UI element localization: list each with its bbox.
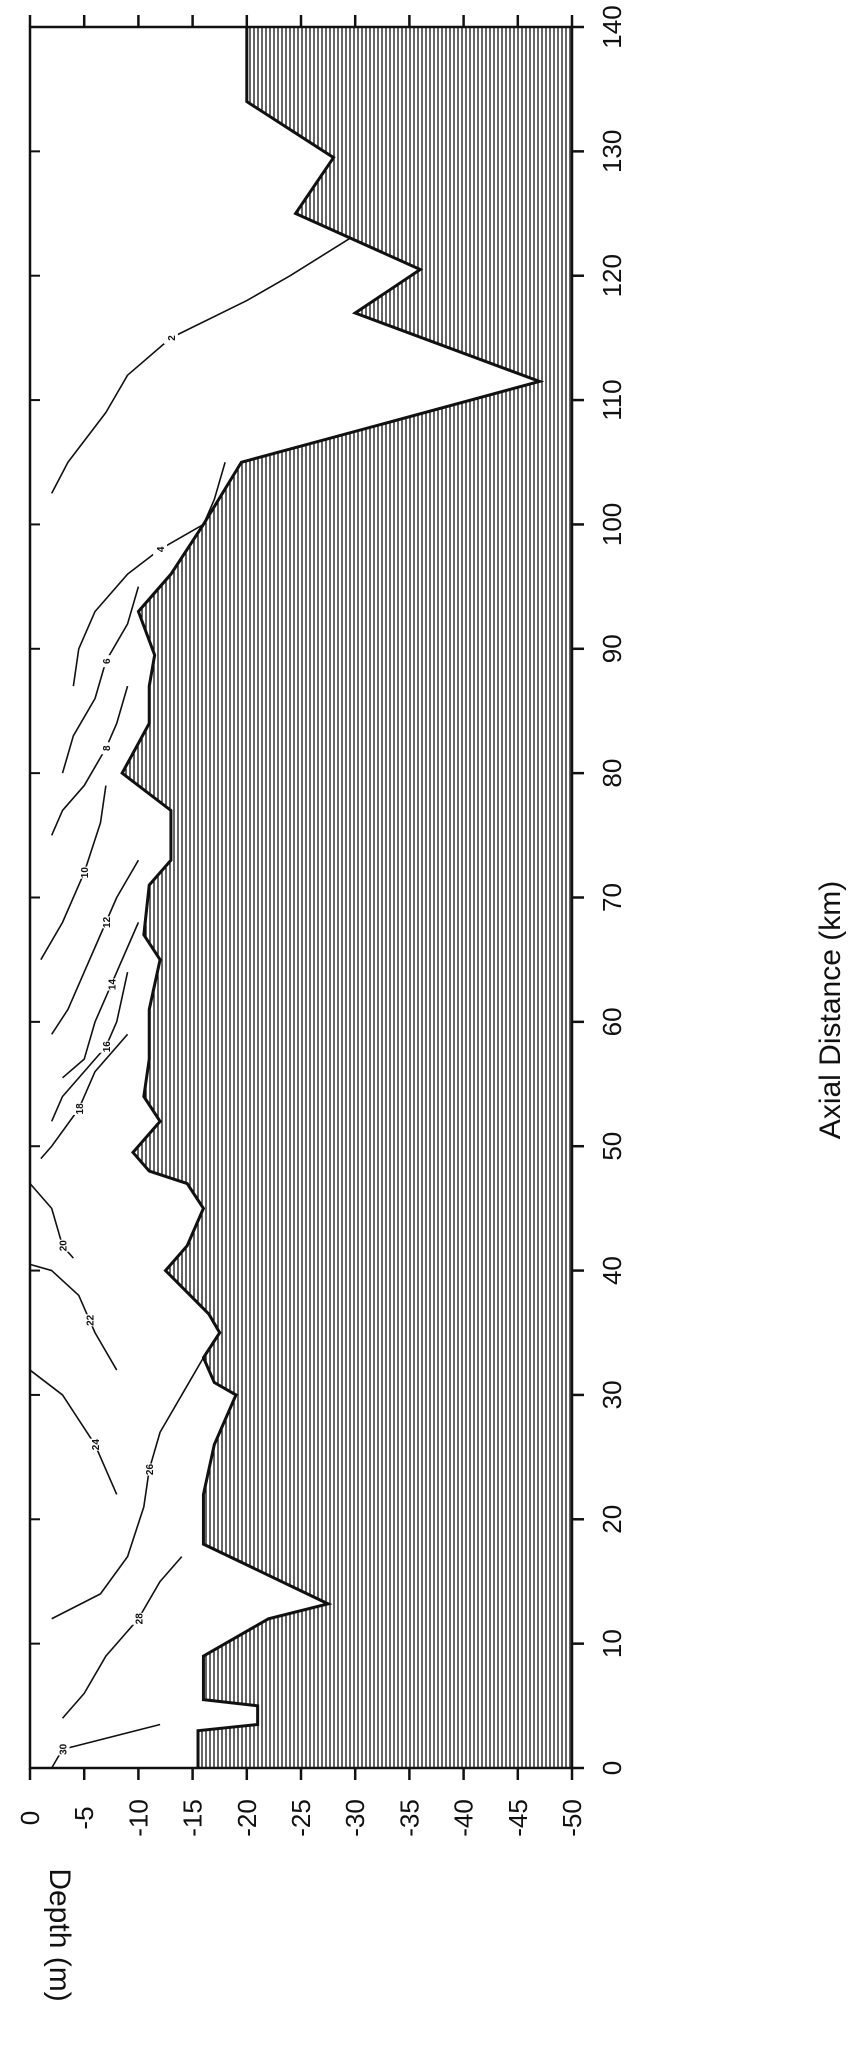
x-tick-label: 120: [597, 254, 627, 297]
x-tick-label: 10: [597, 1629, 627, 1658]
contour-label-bg: [71, 1102, 86, 1115]
x-axis-label: Axial Distance (km): [814, 881, 847, 1139]
x-tick-label: 40: [597, 1256, 627, 1285]
y-axis-label: Depth (m): [43, 1868, 76, 2001]
contour-line-16: [50, 971, 129, 1122]
y-tick-label: 0: [15, 1811, 45, 1825]
x-tick-label: 80: [597, 759, 627, 788]
contour-label-bg: [98, 1040, 113, 1053]
contour-label-8: 8: [102, 745, 113, 751]
x-tick-label: 130: [597, 130, 627, 173]
contour-label-2: 2: [167, 335, 178, 341]
contour-label-12: 12: [102, 916, 113, 928]
y-tick-label: -50: [557, 1799, 587, 1837]
contour-label-bg: [131, 1612, 146, 1625]
seabed-profile-line: [120, 27, 545, 1768]
x-tick-label: 140: [597, 5, 627, 48]
contour-label-6: 6: [102, 658, 113, 664]
contour-line-22: [29, 1263, 118, 1371]
x-tick-label: 100: [597, 503, 627, 546]
x-tick-label: 90: [597, 634, 627, 663]
contour-line-18: [40, 1033, 129, 1160]
x-tick-label: 30: [597, 1380, 627, 1409]
x-tick-label: 20: [597, 1505, 627, 1534]
seabed-hatch: [122, 27, 572, 1768]
y-tick-label: -30: [340, 1799, 370, 1837]
x-tick-label: 70: [597, 883, 627, 912]
x-tick-label: 110: [597, 379, 627, 420]
contour-label-20: 20: [59, 1240, 70, 1252]
contour-label-4: 4: [156, 546, 167, 552]
contour-label-bg: [163, 331, 178, 344]
x-tick-label: 60: [597, 1007, 627, 1036]
contour-label-22: 22: [86, 1314, 97, 1326]
contour-label-bg: [98, 742, 113, 755]
y-tick-label: -25: [286, 1799, 316, 1837]
contour-label-26: 26: [145, 1464, 156, 1476]
contour-line-8: [50, 685, 129, 836]
contour-line-14: [61, 922, 140, 1079]
y-tick-label: -40: [449, 1799, 479, 1837]
y-tick-label: -20: [232, 1799, 262, 1837]
y-tick-label: -35: [394, 1799, 424, 1837]
contour-line-6: [61, 586, 140, 774]
contour-label-bg: [77, 866, 92, 879]
contour-line-12: [51, 859, 140, 1035]
contour-label-28: 28: [134, 1613, 145, 1625]
bathymetry-fill: [120, 27, 572, 1768]
contour-label-bg: [88, 1438, 103, 1451]
contour-label-bg: [55, 1743, 70, 1756]
y-tick-label: -5: [69, 1806, 99, 1829]
y-tick-label: -15: [178, 1799, 208, 1837]
x-tick-label: 50: [597, 1132, 627, 1161]
contour-label-bg: [104, 978, 119, 991]
contour-label-bg: [142, 1463, 157, 1476]
contour-label-bg: [98, 655, 113, 668]
contour-line-24: [29, 1369, 118, 1495]
contour-label-bg: [55, 1239, 70, 1252]
x-axis-ticks: 0 10 20 30 40 50 60 70 80 90 100 110 120 130 140: [30, 5, 627, 1775]
contour-label-30: 30: [59, 1743, 70, 1755]
contour-label-24: 24: [91, 1439, 102, 1451]
contour-line-20: [29, 1182, 74, 1259]
contour-label-bg: [98, 916, 113, 929]
contour-line-28: [61, 1556, 183, 1719]
contour-line-10: [40, 785, 107, 961]
contour-label-18: 18: [75, 1103, 86, 1115]
contour-label-14: 14: [107, 979, 118, 991]
contour-label-bg: [82, 1314, 97, 1327]
contour-line-26: [51, 1357, 205, 1620]
y-axis-ticks: 0 -5 -10 -15 -20 -25 -30 -35 -40 -45 -50: [15, 15, 587, 1837]
contour-label-16: 16: [102, 1041, 113, 1053]
contour-label-10: 10: [80, 867, 91, 879]
y-tick-label: -10: [123, 1799, 153, 1837]
contour-label-bg: [153, 543, 168, 556]
y-tick-label: -45: [503, 1799, 533, 1837]
contour-line-2: [50, 237, 351, 494]
contour-line-4: [72, 462, 226, 687]
x-tick-label: 0: [597, 1761, 627, 1775]
